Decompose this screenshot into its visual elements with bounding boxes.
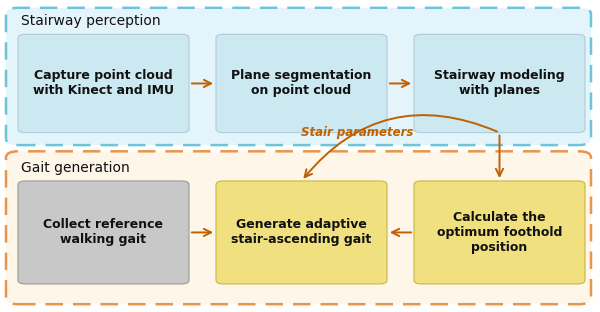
Text: Generate adaptive
stair-ascending gait: Generate adaptive stair-ascending gait	[232, 218, 371, 246]
FancyBboxPatch shape	[18, 181, 189, 284]
FancyBboxPatch shape	[6, 151, 591, 304]
Text: Stairway modeling
with planes: Stairway modeling with planes	[434, 70, 565, 97]
FancyBboxPatch shape	[216, 34, 387, 133]
FancyBboxPatch shape	[6, 8, 591, 145]
FancyBboxPatch shape	[414, 181, 585, 284]
FancyBboxPatch shape	[414, 34, 585, 133]
Text: Gait generation: Gait generation	[21, 161, 130, 175]
Text: Stairway perception: Stairway perception	[21, 14, 161, 28]
Text: Stair parameters: Stair parameters	[301, 126, 413, 139]
FancyBboxPatch shape	[18, 34, 189, 133]
Text: Capture point cloud
with Kinect and IMU: Capture point cloud with Kinect and IMU	[33, 70, 174, 97]
Text: Collect reference
walking gait: Collect reference walking gait	[43, 218, 163, 246]
Text: Calculate the
optimum foothold
position: Calculate the optimum foothold position	[437, 211, 562, 254]
FancyBboxPatch shape	[216, 181, 387, 284]
Text: Plane segmentation
on point cloud: Plane segmentation on point cloud	[232, 70, 371, 97]
